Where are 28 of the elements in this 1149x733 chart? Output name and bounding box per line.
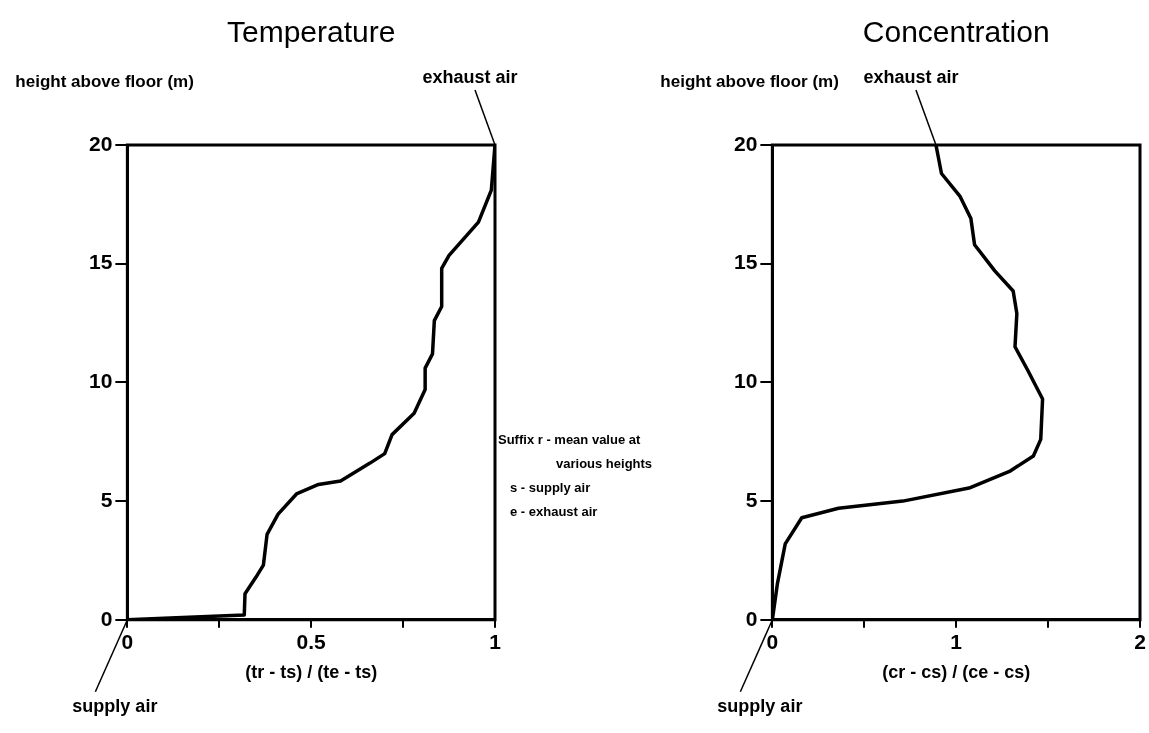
x-tick-label: 0.5 [296,630,327,654]
y-tick-label: 15 [734,250,758,274]
x-tick-label: 1 [489,630,502,654]
y-tick-label: 0 [100,606,113,630]
y-axis-title: height above floor (m) [660,72,839,91]
y-tick-label: 20 [734,131,758,155]
y-tick-label: 20 [89,131,113,155]
chart-title: Temperature [226,15,396,48]
y-tick-label: 15 [89,250,113,274]
x-tick-label: 1 [950,630,963,654]
x-tick-label: 0 [121,630,134,654]
y-tick-label: 5 [745,487,758,511]
y-tick-label: 5 [100,487,113,511]
annotation: exhaust air [863,67,959,87]
chart-title: Concentration [862,15,1050,48]
annotation: exhaust air [422,67,518,87]
x-axis-title: (cr - cs) / (ce - cs) [882,661,1031,682]
annotation: supply air [717,695,803,716]
x-axis-title: (tr - ts) / (te - ts) [245,661,378,682]
y-tick-label: 10 [734,369,758,393]
y-tick-label: 0 [745,606,758,630]
text: e - exhaust air [509,503,599,521]
y-axis-title: height above floor (m) [15,72,194,91]
annotation: supply air [72,695,158,716]
y-tick-label: 10 [89,369,113,393]
x-tick-label: 0 [766,630,779,654]
x-tick-label: 2 [1134,630,1146,654]
text: s - supply air [509,479,592,497]
